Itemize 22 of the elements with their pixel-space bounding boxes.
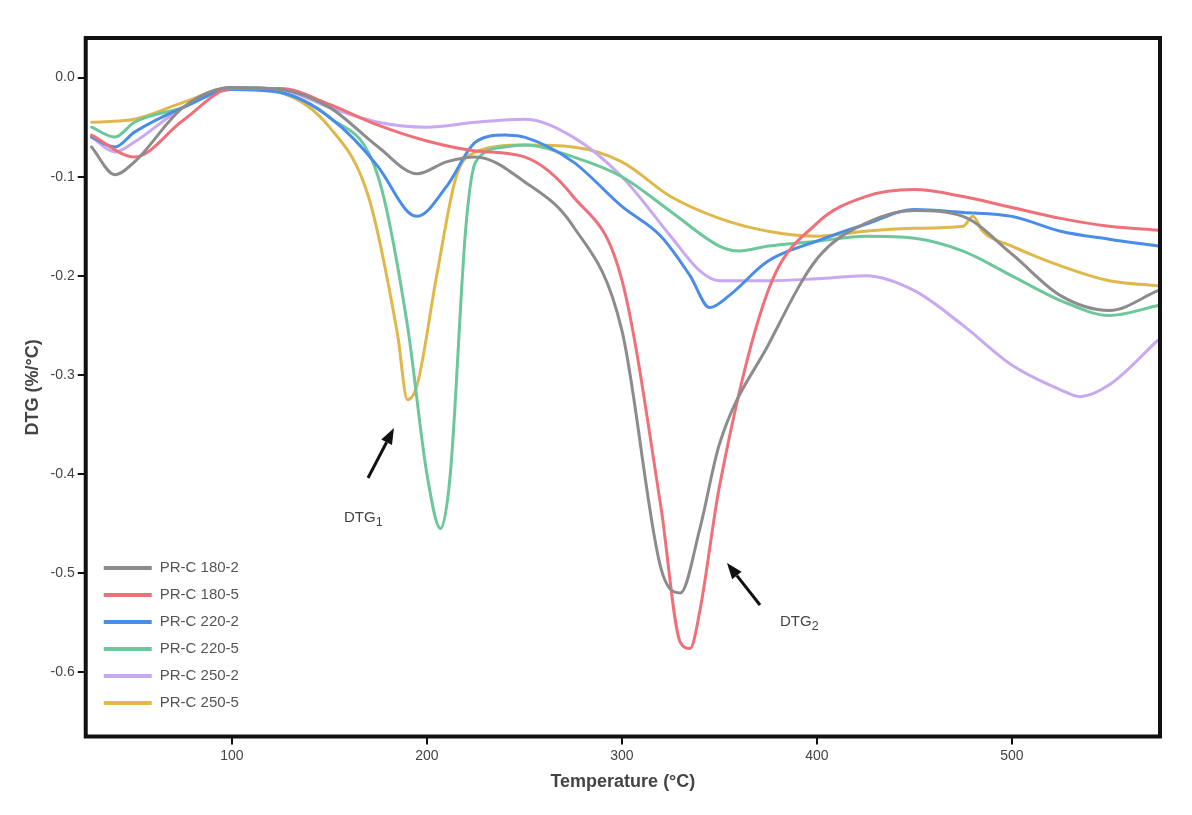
x-tick-label: 200	[415, 746, 439, 763]
y-tick-label: 0.0	[55, 68, 75, 85]
legend-label: PR-C 250-2	[159, 666, 239, 684]
y-tick-label: -0.4	[50, 464, 75, 481]
legend-label: PR-C 220-2	[159, 612, 239, 630]
legend-label: PR-C 250-5	[159, 693, 239, 711]
legend-label: PR-C 180-2	[159, 558, 239, 576]
y-tick-label: -0.2	[50, 266, 75, 283]
y-tick-label: -0.1	[50, 167, 75, 184]
x-tick-label: 100	[220, 746, 244, 763]
legend-label: PR-C 180-5	[159, 585, 239, 603]
x-tick-label: 400	[805, 746, 829, 763]
y-tick-label: -0.6	[50, 663, 75, 680]
y-tick-label: -0.5	[50, 563, 75, 580]
annotation: DTG$_{2}$	[780, 612, 819, 633]
legend-label: PR-C 220-5	[159, 639, 239, 657]
annotation: DTG$_{1}$	[344, 508, 383, 529]
x-tick-label: 500	[1000, 746, 1024, 763]
x-tick-label: 300	[610, 746, 634, 763]
x-axis-title: Temperature (°C)	[550, 771, 696, 792]
y-tick-label: -0.3	[50, 365, 75, 382]
y-axis-title: DTG (%/°C)	[21, 339, 42, 436]
